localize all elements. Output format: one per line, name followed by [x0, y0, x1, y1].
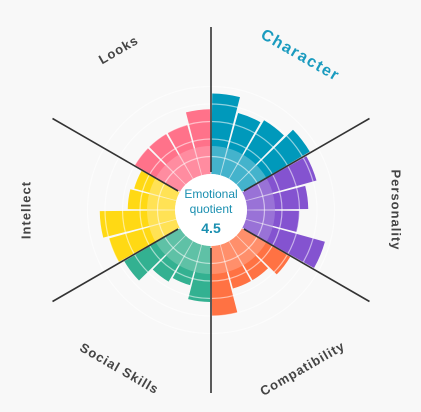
- center-circle: [175, 174, 247, 246]
- label-intellect[interactable]: Intellect: [18, 181, 33, 239]
- label-looks[interactable]: Looks: [96, 32, 141, 67]
- axis-line-2: [243, 117, 370, 192]
- axis-lines-layer: [52, 27, 370, 393]
- core-intellect: [146, 178, 180, 242]
- core-social-skills: [155, 228, 211, 274]
- core-personality: [242, 178, 276, 242]
- axis-line-5: [52, 228, 179, 303]
- center-score-value: 4.5: [201, 220, 221, 236]
- core-compatibility: [211, 228, 267, 274]
- label-compatibility[interactable]: Compatibility: [257, 338, 347, 399]
- core-character: [211, 146, 267, 192]
- center-title-line1: Emotional: [184, 187, 237, 201]
- center-badge: Emotional quotient 4.5: [175, 174, 247, 246]
- axis-line-6: [52, 117, 179, 192]
- axis-line-3: [243, 228, 370, 303]
- center-title-line2: quotient: [190, 202, 233, 216]
- label-personality[interactable]: Personality: [389, 169, 404, 250]
- label-character[interactable]: Character: [258, 26, 343, 85]
- core-looks: [155, 146, 211, 192]
- label-social-skills[interactable]: Social Skills: [77, 340, 161, 397]
